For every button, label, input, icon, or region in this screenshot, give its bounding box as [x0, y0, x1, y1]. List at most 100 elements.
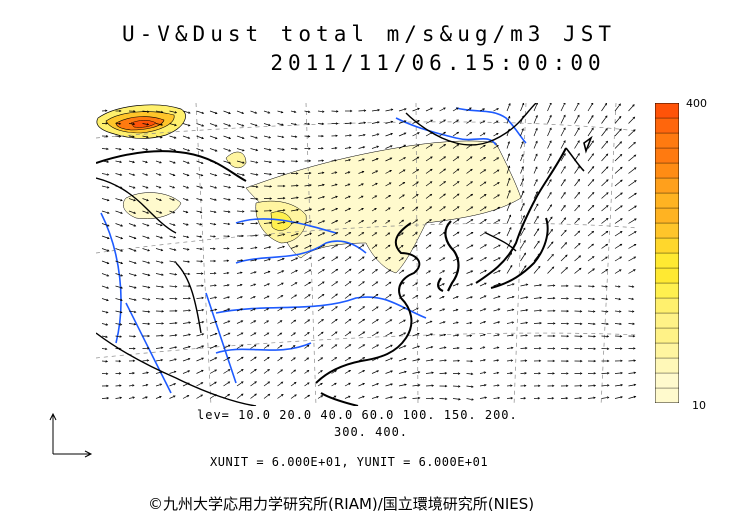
wind-arrowhead [619, 243, 623, 247]
wind-arrowhead [471, 385, 474, 388]
wind-arrowhead [510, 359, 514, 362]
wind-arrowhead [267, 111, 271, 114]
wind-arrowhead [387, 220, 391, 223]
wind-arrowhead [200, 260, 204, 263]
wind-arrowhead [174, 273, 178, 276]
wind-arrowhead [496, 145, 499, 148]
dust-wind-map [96, 103, 638, 406]
wind-arrow [425, 385, 434, 387]
wind-arrow [452, 398, 461, 400]
wind-arrow [547, 103, 552, 112]
wind-arrowhead [442, 283, 445, 286]
color-scale-bar [655, 103, 679, 403]
wind-arrow [169, 285, 177, 288]
wind-arrowhead [456, 119, 459, 122]
wind-arrowhead [119, 173, 123, 176]
wind-arrow [236, 369, 244, 374]
wind-arrowhead [549, 153, 552, 156]
wind-arrowhead [186, 173, 190, 177]
wind-arrow [493, 244, 501, 249]
wind-arrow [479, 219, 487, 224]
wind-arrow [128, 223, 136, 227]
wind-arrowhead [214, 173, 218, 177]
wind-arrowhead [282, 160, 286, 163]
wind-arrow [290, 294, 297, 299]
wind-arrow [560, 267, 568, 274]
wind-arrowhead [107, 236, 110, 240]
wind-arrowhead [227, 356, 231, 360]
wind-arrowhead [549, 127, 552, 131]
wind-arrow [344, 344, 351, 349]
wind-arrow [142, 310, 150, 313]
wind-arrowhead [563, 204, 566, 208]
wind-arrowhead [509, 252, 512, 255]
wind-arrow [344, 256, 352, 262]
wind-arrow [466, 385, 474, 388]
wind-arrow [425, 193, 432, 199]
wind-arrow [358, 256, 365, 262]
wind-arrowhead [374, 207, 377, 211]
wind-arrow [587, 310, 595, 312]
wind-arrowhead [228, 136, 232, 140]
wind-arrowhead [201, 284, 204, 287]
wind-arrow [142, 110, 150, 113]
wind-arrowhead [390, 108, 394, 111]
wind-arrowhead [401, 257, 404, 260]
wind-arrow [250, 148, 258, 151]
wind-arrow [304, 257, 312, 262]
wind-arrow [479, 257, 487, 262]
wind-arrowhead [376, 344, 380, 347]
wind-arrow [155, 123, 163, 126]
wind-arrowhead [442, 257, 446, 260]
wind-arrow [155, 359, 163, 362]
wind-arrowhead [280, 307, 283, 310]
wind-arrowhead [375, 269, 378, 272]
wind-arrow [263, 344, 270, 349]
wind-arrow [317, 184, 325, 187]
wind-arrowhead [374, 195, 378, 198]
wind-arrow [385, 344, 393, 349]
wind-arrow [182, 123, 191, 127]
wind-arrow [601, 153, 609, 162]
wind-arrow [236, 284, 243, 287]
wind-arrowhead [443, 321, 446, 324]
wind-arrowhead [336, 110, 339, 113]
wind-arrow [358, 195, 364, 199]
wind-arrow [371, 306, 379, 312]
wind-arrow [439, 321, 446, 324]
wind-arrow [601, 231, 609, 237]
wind-arrow [155, 298, 164, 300]
wind-arrowhead [483, 194, 487, 197]
wind-arrow [317, 395, 323, 399]
wind-arrow [533, 240, 540, 249]
wind-arrowhead [173, 148, 177, 152]
wind-arrowhead [376, 370, 380, 373]
wind-arrowhead [484, 206, 487, 209]
wind-arrowhead [522, 103, 525, 106]
wind-arrowhead [566, 297, 569, 300]
wind-arrow [479, 334, 486, 337]
wind-arrow [533, 103, 538, 112]
wind-arrowhead [200, 272, 204, 275]
wind-arrowhead [578, 242, 581, 246]
wind-arrowhead [511, 334, 514, 337]
wind-arrowhead [201, 369, 204, 373]
wind-arrowhead [280, 295, 284, 298]
wind-arrowhead [404, 383, 407, 386]
wind-arrow [398, 232, 404, 237]
wind-arrow [385, 195, 391, 199]
wind-arrow [520, 115, 524, 124]
wind-arrow [493, 132, 499, 137]
wind-arrow [209, 309, 217, 312]
wind-arrow [263, 110, 270, 114]
wind-arrow [128, 210, 136, 214]
wind-arrowhead [577, 230, 581, 233]
wind-arrow [547, 179, 552, 187]
wind-arrow [425, 131, 433, 137]
wind-arrow [142, 198, 149, 201]
wind-arrow [182, 260, 190, 263]
wind-arrowhead [174, 285, 178, 288]
wind-arrowhead [592, 285, 595, 288]
wind-arrow [493, 206, 500, 212]
wind-arrowhead [226, 259, 230, 262]
